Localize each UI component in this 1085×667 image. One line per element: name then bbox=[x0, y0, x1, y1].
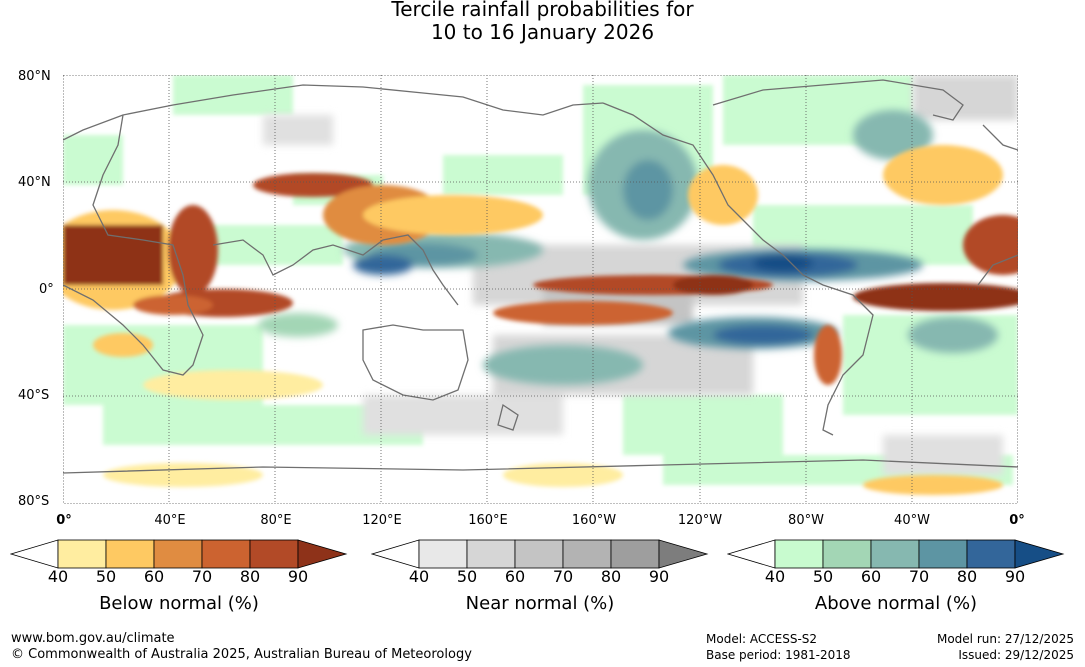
lon-label-80e: 80°E bbox=[260, 513, 292, 528]
colorbar-tick-label: 60 bbox=[860, 567, 882, 586]
base-period-text: Base period: 1981-2018 bbox=[706, 648, 851, 662]
colorbar-segment bbox=[57, 539, 107, 569]
rainfall-probability-map bbox=[63, 75, 1018, 504]
model-run-text: Model run: 27/12/2025 bbox=[936, 632, 1074, 646]
lon-label-120e: 120°E bbox=[362, 513, 402, 528]
colorbar-tick-label: 60 bbox=[143, 567, 165, 586]
above-normal-strong-patches bbox=[258, 110, 998, 385]
colorbar-tick-label: 80 bbox=[956, 567, 978, 586]
lon-label-40w: 40°W bbox=[894, 513, 930, 528]
colorbar-left-arrow bbox=[371, 539, 420, 569]
lon-label-0-left: 0° bbox=[56, 513, 72, 528]
issued-text: Issued: 29/12/2025 bbox=[958, 648, 1074, 662]
colorbar-right-arrow bbox=[658, 539, 709, 569]
below-normal-legend-title: Below normal (%) bbox=[99, 593, 259, 614]
colorbar-segment bbox=[105, 539, 155, 569]
copyright-text: © Commonwealth of Australia 2025, Austra… bbox=[11, 647, 472, 662]
colorbar-segment bbox=[822, 539, 872, 569]
lon-label-120w: 120°W bbox=[677, 513, 723, 528]
coastlines bbox=[63, 79, 1018, 474]
colorbar-tick-label: 50 bbox=[456, 567, 478, 586]
colorbar-segment bbox=[466, 539, 516, 569]
colorbar-tick-label: 50 bbox=[812, 567, 834, 586]
map-title-line1: Tercile rainfall probabilities for bbox=[391, 0, 694, 21]
model-text: Model: ACCESS-S2 bbox=[706, 632, 818, 646]
colorbar-left-arrow bbox=[10, 539, 59, 569]
lat-label-40s: 40°S bbox=[18, 388, 50, 403]
lat-label-80n: 80°N bbox=[18, 69, 51, 84]
colorbar-tick-label: 80 bbox=[600, 567, 622, 586]
lat-label-80s: 80°S bbox=[18, 494, 50, 509]
colorbar-tick-label: 70 bbox=[908, 567, 930, 586]
map-title-line2: 10 to 16 January 2026 bbox=[430, 20, 655, 44]
colorbar-tick-label: 60 bbox=[504, 567, 526, 586]
colorbar-segment bbox=[562, 539, 612, 569]
colorbar-right-arrow bbox=[1014, 539, 1065, 569]
colorbar-segment bbox=[201, 539, 251, 569]
above-normal-legend-title: Above normal (%) bbox=[814, 593, 978, 614]
colorbar-tick-label: 70 bbox=[552, 567, 574, 586]
colorbar-tick-label: 90 bbox=[648, 567, 670, 586]
colorbar-tick-label: 90 bbox=[287, 567, 309, 586]
lon-label-160w: 160°W bbox=[571, 513, 617, 528]
colorbar-segment bbox=[918, 539, 968, 569]
colorbar-tick-label: 50 bbox=[95, 567, 117, 586]
lat-label-0: 0° bbox=[39, 282, 54, 297]
lon-label-80w: 80°W bbox=[788, 513, 824, 528]
above-normal-colorbar bbox=[727, 539, 1065, 569]
colorbar-segment bbox=[966, 539, 1016, 569]
lon-label-40e: 40°E bbox=[154, 513, 186, 528]
near-normal-colorbar bbox=[371, 539, 709, 569]
colorbar-left-arrow bbox=[727, 539, 776, 569]
colorbar-tick-label: 40 bbox=[408, 567, 430, 586]
lon-label-0-right: 0° bbox=[1009, 513, 1025, 528]
colorbar-tick-label: 40 bbox=[764, 567, 786, 586]
colorbar-segment bbox=[418, 539, 468, 569]
colorbar-tick-label: 40 bbox=[47, 567, 69, 586]
colorbar-segment bbox=[249, 539, 299, 569]
website-text: www.bom.gov.au/climate bbox=[11, 631, 175, 646]
colorbar-segment bbox=[774, 539, 824, 569]
colorbar-tick-label: 70 bbox=[191, 567, 213, 586]
colorbar-segment bbox=[514, 539, 564, 569]
colorbar-segment bbox=[610, 539, 660, 569]
colorbar-tick-label: 80 bbox=[239, 567, 261, 586]
near-normal-legend-title: Near normal (%) bbox=[465, 593, 615, 614]
colorbar-segment bbox=[153, 539, 203, 569]
colorbar-tick-label: 90 bbox=[1004, 567, 1026, 586]
lat-label-40n: 40°N bbox=[18, 175, 51, 190]
below-normal-patches bbox=[63, 145, 1018, 495]
colorbar-segment bbox=[870, 539, 920, 569]
lon-label-160e: 160°E bbox=[468, 513, 508, 528]
colorbar-right-arrow bbox=[297, 539, 348, 569]
below-normal-colorbar bbox=[10, 539, 348, 569]
graticule bbox=[63, 75, 1018, 504]
